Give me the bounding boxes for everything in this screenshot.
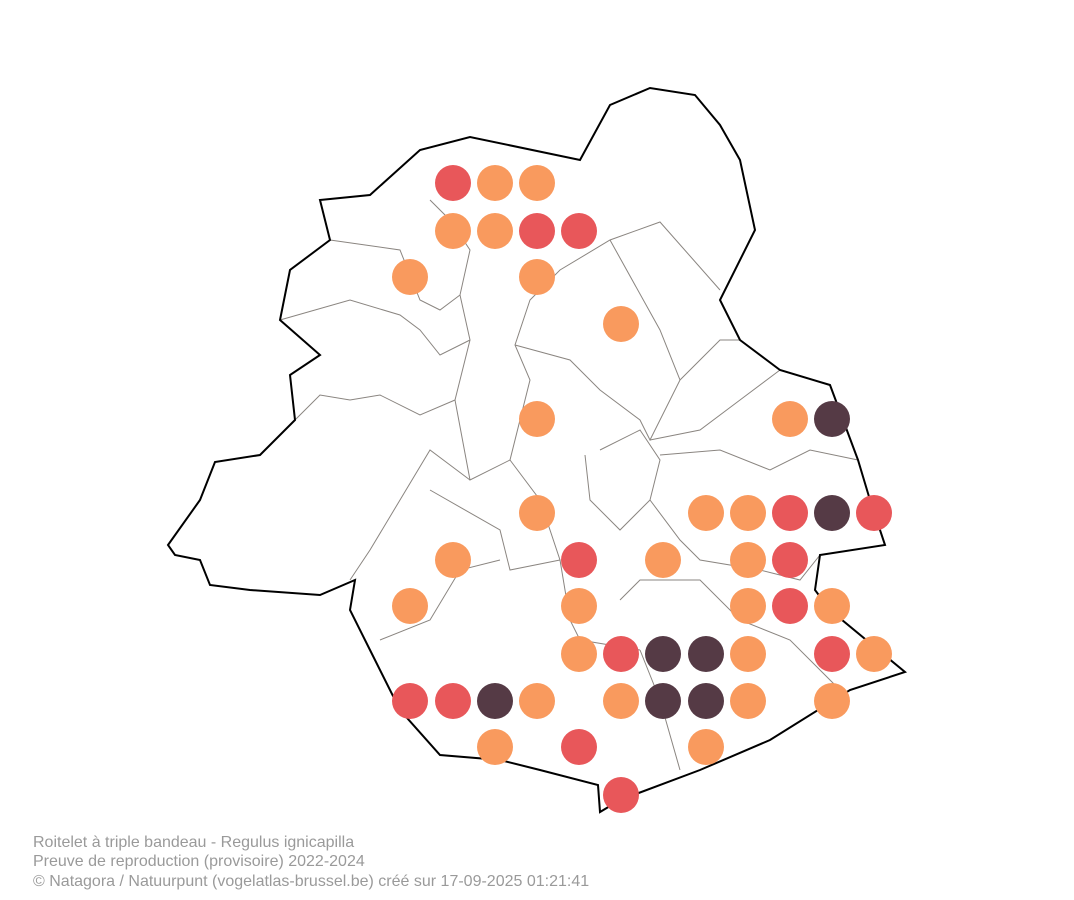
grid-cell-dot bbox=[730, 683, 766, 719]
grid-cell-dot bbox=[688, 495, 724, 531]
grid-cell-dot bbox=[856, 636, 892, 672]
grid-cell-dot bbox=[519, 683, 555, 719]
grid-cell-dot bbox=[603, 777, 639, 813]
grid-cell-dot bbox=[814, 495, 850, 531]
grid-cell-dot bbox=[561, 636, 597, 672]
grid-cell-dot bbox=[772, 588, 808, 624]
grid-cell-dot bbox=[435, 213, 471, 249]
grid-cell-dot bbox=[435, 165, 471, 201]
grid-cell-dot bbox=[856, 495, 892, 531]
grid-cell-dot bbox=[814, 636, 850, 672]
grid-cell-dot bbox=[561, 542, 597, 578]
grid-cell-dot bbox=[688, 683, 724, 719]
grid-cell-dot bbox=[519, 259, 555, 295]
commune-borders bbox=[279, 199, 859, 771]
grid-cell-dot bbox=[435, 542, 471, 578]
grid-cell-dot bbox=[392, 588, 428, 624]
grid-cell-dot bbox=[519, 165, 555, 201]
grid-cell-dot bbox=[477, 683, 513, 719]
grid-cell-dot bbox=[730, 542, 766, 578]
grid-cell-dot bbox=[392, 683, 428, 719]
grid-cell-dot bbox=[645, 683, 681, 719]
grid-cell-dot bbox=[477, 165, 513, 201]
grid-cell-dot bbox=[730, 588, 766, 624]
grid-cell-dot bbox=[814, 401, 850, 437]
caption-subtitle: Preuve de reproduction (provisoire) 2022… bbox=[33, 853, 365, 870]
grid-cell-dot bbox=[603, 683, 639, 719]
grid-cell-dot bbox=[603, 636, 639, 672]
grid-cell-dot bbox=[435, 683, 471, 719]
grid-cell-dot bbox=[519, 495, 555, 531]
grid-cell-dot bbox=[814, 588, 850, 624]
grid-cell-dot bbox=[519, 213, 555, 249]
region-outline bbox=[166, 86, 908, 814]
grid-cell-dot bbox=[561, 213, 597, 249]
grid-cell-dot bbox=[772, 401, 808, 437]
grid-cell-dot bbox=[772, 542, 808, 578]
grid-cell-dot bbox=[688, 636, 724, 672]
grid-cell-dot bbox=[814, 683, 850, 719]
grid-cell-dot bbox=[645, 636, 681, 672]
grid-cell-dot bbox=[477, 729, 513, 765]
caption-title: Roitelet à triple bandeau - Regulus igni… bbox=[33, 834, 355, 851]
grid-cell-dot bbox=[477, 213, 513, 249]
grid-cell-dot bbox=[561, 729, 597, 765]
caption-credit: © Natagora / Natuurpunt (vogelatlas-brus… bbox=[33, 873, 590, 890]
grid-cell-dot bbox=[645, 542, 681, 578]
grid-cell-dot bbox=[730, 495, 766, 531]
grid-cell-dot bbox=[603, 306, 639, 342]
grid-cell-dot bbox=[519, 401, 555, 437]
observation-dots bbox=[392, 165, 892, 813]
grid-cell-dot bbox=[730, 636, 766, 672]
grid-cell-dot bbox=[688, 729, 724, 765]
grid-cell-dot bbox=[392, 259, 428, 295]
grid-cell-dot bbox=[561, 588, 597, 624]
grid-cell-dot bbox=[772, 495, 808, 531]
